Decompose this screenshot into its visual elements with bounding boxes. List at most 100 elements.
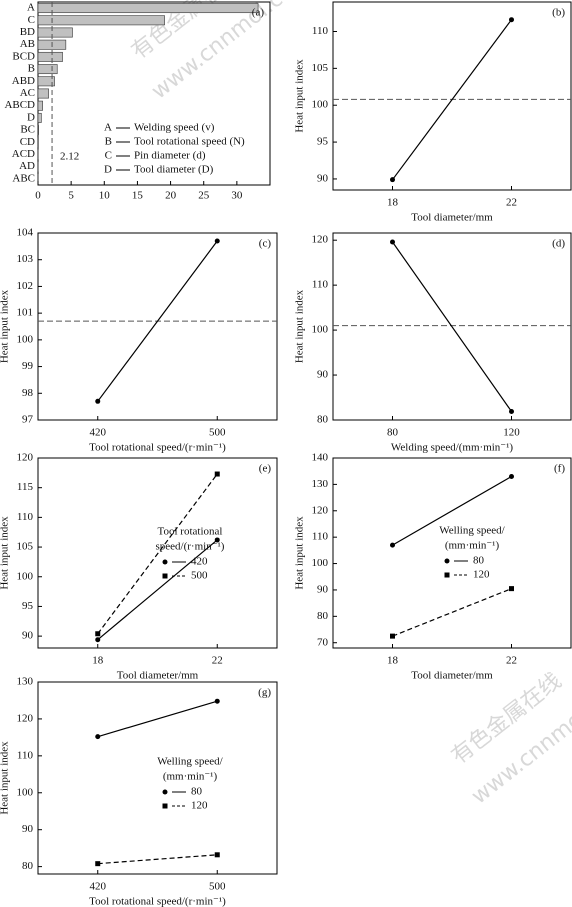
legend-label: 80 bbox=[473, 555, 485, 567]
x-tick-label: 500 bbox=[209, 881, 226, 893]
plot-frame bbox=[37, 681, 278, 875]
legend-label: 80 bbox=[191, 786, 203, 798]
category-label: ABD bbox=[12, 75, 35, 87]
y-tick-label: 120 bbox=[312, 504, 329, 516]
marker bbox=[162, 803, 168, 809]
category-label: B bbox=[28, 63, 35, 75]
x-axis-label: Tool rotational speed/(r·min⁻¹) bbox=[89, 896, 226, 907]
bar bbox=[37, 3, 259, 14]
y-tick-label: 105 bbox=[312, 62, 329, 74]
marker bbox=[509, 17, 514, 23]
x-tick-label: 18 bbox=[387, 655, 399, 667]
bar bbox=[37, 51, 63, 62]
marker bbox=[95, 734, 101, 740]
marker bbox=[95, 637, 101, 643]
marker bbox=[509, 473, 514, 479]
y-tick-label: 110 bbox=[312, 25, 329, 37]
y-tick-label: 100 bbox=[17, 786, 34, 798]
marker bbox=[95, 861, 101, 867]
y-tick-label: 115 bbox=[17, 481, 34, 493]
x-tick-label: 5 bbox=[68, 190, 74, 202]
legend-title: (mm·min⁻¹) bbox=[445, 540, 500, 552]
y-tick-label: 100 bbox=[17, 570, 34, 582]
x-axis-label: Tool rotational speed/(r·min⁻¹) bbox=[89, 442, 226, 454]
plot-frame bbox=[37, 232, 278, 421]
bar bbox=[37, 125, 39, 136]
x-tick-label: 15 bbox=[132, 190, 144, 202]
panel-label: (d) bbox=[552, 238, 565, 250]
y-axis-label: Heat input index bbox=[0, 516, 11, 590]
plot-frame bbox=[332, 1, 572, 191]
x-axis-label: Tool diameter/mm bbox=[411, 212, 493, 224]
marker bbox=[390, 542, 395, 548]
marker bbox=[509, 586, 514, 592]
bar bbox=[37, 76, 55, 87]
panel-label: (g) bbox=[258, 687, 271, 699]
plot-frame bbox=[37, 457, 278, 649]
legend-key: A bbox=[104, 122, 112, 134]
y-tick-label: 130 bbox=[17, 676, 34, 688]
series-line bbox=[392, 588, 512, 637]
marker bbox=[444, 558, 450, 564]
marker bbox=[214, 698, 220, 704]
category-label: C bbox=[28, 14, 35, 26]
panel-label: (e) bbox=[259, 463, 272, 475]
series-line bbox=[97, 854, 218, 865]
x-tick-label: 80 bbox=[387, 427, 399, 439]
panel-label: (a) bbox=[252, 7, 265, 19]
marker bbox=[162, 559, 168, 565]
series-line bbox=[97, 539, 218, 641]
y-tick-label: 110 bbox=[312, 531, 329, 543]
x-axis-label: Welding speed/(mm·min⁻¹) bbox=[391, 442, 514, 454]
y-tick-label: 120 bbox=[17, 712, 34, 724]
legend-key: B bbox=[105, 136, 112, 148]
category-label: D bbox=[27, 111, 35, 123]
category-label: BC bbox=[20, 124, 35, 136]
marker bbox=[390, 239, 395, 245]
y-tick-label: 130 bbox=[312, 478, 329, 490]
plot-frame bbox=[332, 232, 572, 421]
category-label: AC bbox=[20, 87, 35, 99]
legend-title: Welling speed/ bbox=[439, 525, 505, 537]
x-tick-label: 120 bbox=[503, 427, 520, 439]
bar bbox=[37, 64, 58, 75]
threshold-label: 2.12 bbox=[60, 151, 79, 163]
y-tick-label: 90 bbox=[22, 630, 34, 642]
marker bbox=[214, 537, 220, 543]
panel-label: (c) bbox=[259, 238, 272, 250]
y-tick-label: 90 bbox=[317, 172, 329, 184]
y-tick-label: 110 bbox=[17, 511, 34, 523]
category-label: BD bbox=[20, 26, 35, 38]
category-label: ACD bbox=[12, 148, 35, 160]
x-tick-label: 22 bbox=[506, 655, 517, 667]
y-tick-label: 120 bbox=[17, 452, 34, 464]
bar bbox=[37, 112, 42, 123]
marker bbox=[162, 789, 168, 795]
x-tick-label: 420 bbox=[90, 881, 107, 893]
legend-title: Welling speed/ bbox=[157, 756, 223, 768]
marker bbox=[444, 572, 450, 578]
series-line bbox=[97, 700, 218, 738]
x-axis-label: Tool diameter/mm bbox=[411, 670, 493, 682]
category-label: AB bbox=[20, 38, 35, 50]
marker bbox=[390, 633, 395, 639]
marker bbox=[214, 238, 220, 244]
x-tick-label: 500 bbox=[209, 427, 226, 439]
legend-label: 420 bbox=[191, 556, 208, 568]
plot-frame bbox=[332, 457, 572, 649]
y-tick-label: 110 bbox=[17, 749, 34, 761]
bar bbox=[37, 88, 49, 99]
y-tick-label: 95 bbox=[22, 600, 34, 612]
legend-text: Pin diameter (d) bbox=[134, 150, 206, 162]
legend-label: 120 bbox=[191, 800, 208, 812]
y-tick-label: 80 bbox=[317, 610, 329, 622]
series-line bbox=[97, 473, 218, 635]
y-tick-label: 90 bbox=[317, 369, 329, 381]
category-label: ABCD bbox=[4, 99, 35, 111]
panel-label: (b) bbox=[552, 7, 565, 19]
y-tick-label: 95 bbox=[317, 136, 329, 148]
y-tick-label: 110 bbox=[312, 279, 329, 291]
series-line bbox=[392, 241, 512, 412]
